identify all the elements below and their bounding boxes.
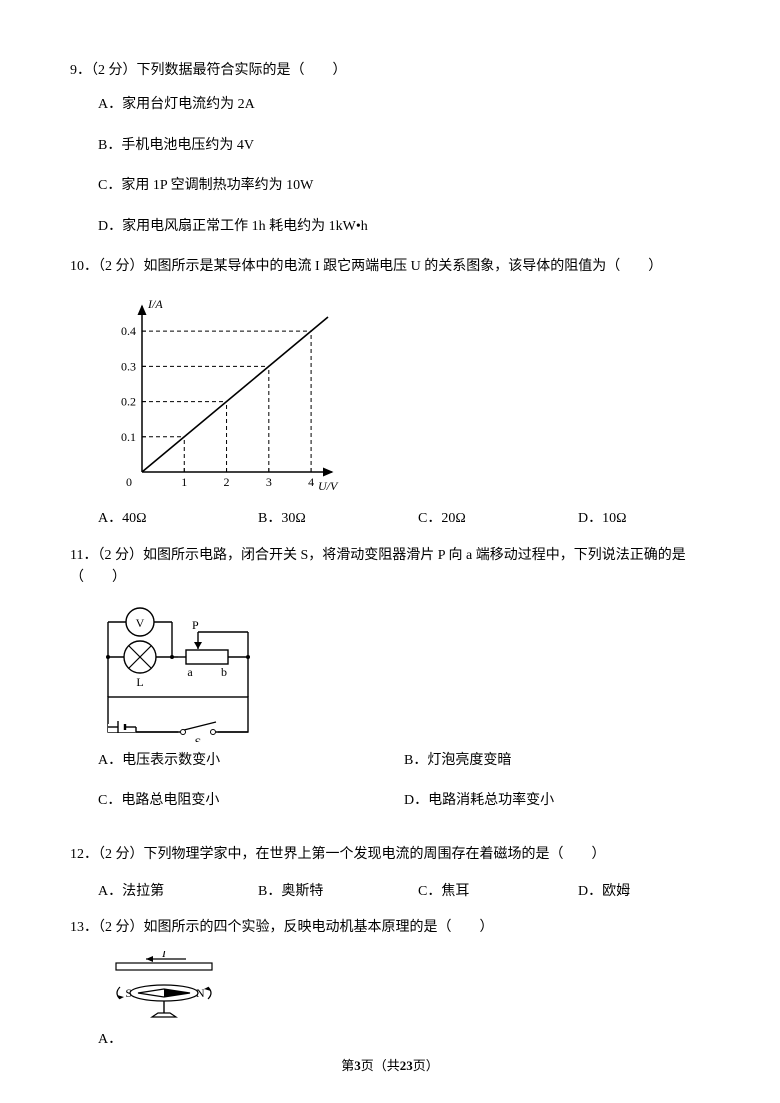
q9-opt-a: A．家用台灯电流约为 2A bbox=[98, 94, 710, 116]
svg-text:S: S bbox=[195, 735, 202, 742]
q12-opt-d: D．欧姆 bbox=[578, 881, 738, 903]
svg-text:0.1: 0.1 bbox=[121, 430, 136, 444]
svg-text:L: L bbox=[136, 675, 143, 689]
q9-opt-b: B．手机电池电压约为 4V bbox=[98, 135, 710, 157]
svg-text:2: 2 bbox=[224, 475, 230, 489]
q11-options: A．电压表示数变小 B．灯泡亮度变暗 C．电路总电阻变小 D．电路消耗总功率变小 bbox=[98, 750, 710, 831]
svg-text:V: V bbox=[136, 616, 145, 630]
question-12: 12．（2 分）下列物理学家中，在世界上第一个发现电流的周围存在着磁场的是（ ）… bbox=[70, 844, 710, 903]
svg-text:4: 4 bbox=[308, 475, 314, 489]
question-9: 9．（2 分）下列数据最符合实际的是（ ） A．家用台灯电流约为 2A B．手机… bbox=[70, 60, 710, 238]
q10-options: A．40Ω B．30Ω C．20Ω D．10Ω bbox=[98, 508, 710, 530]
svg-text:N: N bbox=[196, 986, 205, 1000]
footer-prefix: 第 bbox=[341, 1058, 354, 1073]
svg-text:0.4: 0.4 bbox=[121, 324, 136, 338]
question-13: 13．（2 分）如图所示的四个实验，反映电动机基本原理的是（ ） ISN A． bbox=[70, 917, 710, 1052]
q12-options: A．法拉第 B．奥斯特 C．焦耳 D．欧姆 bbox=[98, 881, 710, 903]
footer-suffix: 页） bbox=[413, 1058, 439, 1073]
q9-stem: 9．（2 分）下列数据最符合实际的是（ ） bbox=[70, 60, 710, 82]
q12-stem: 12．（2 分）下列物理学家中，在世界上第一个发现电流的周围存在着磁场的是（ ） bbox=[70, 844, 710, 866]
q11-stem: 11．（2 分）如图所示电路，闭合开关 S，将滑动变阻器滑片 P 向 a 端移动… bbox=[70, 545, 710, 590]
q10-opt-d: D．10Ω bbox=[578, 508, 738, 530]
q11-opt-d: D．电路消耗总功率变小 bbox=[404, 790, 710, 812]
svg-text:U/V: U/V bbox=[318, 479, 339, 493]
question-10: 10．（2 分）如图所示是某导体中的电流 I 跟它两端电压 U 的关系图象，该导… bbox=[70, 256, 710, 531]
q12-opt-b: B．奥斯特 bbox=[258, 881, 418, 903]
svg-text:3: 3 bbox=[266, 475, 272, 489]
q10-opt-a: A．40Ω bbox=[98, 508, 258, 530]
svg-text:b: b bbox=[221, 665, 227, 679]
svg-text:a: a bbox=[187, 665, 193, 679]
footer-mid: 页（共 bbox=[361, 1058, 400, 1073]
q10-opt-c: C．20Ω bbox=[418, 508, 578, 530]
q12-opt-a: A．法拉第 bbox=[98, 881, 258, 903]
svg-text:0.3: 0.3 bbox=[121, 360, 136, 374]
q9-opt-c: C．家用 1P 空调制热功率约为 10W bbox=[98, 175, 710, 197]
q10-opt-b: B．30Ω bbox=[258, 508, 418, 530]
circuit-svg: V L Pa b S bbox=[98, 602, 258, 742]
q10-graph: I/A U/V 0 1 2 3 4 0.1 0.2 0.3 0.4 bbox=[98, 290, 710, 500]
q9-opt-d: D．家用电风扇正常工作 1h 耗电约为 1kW•h bbox=[98, 216, 710, 238]
q11-opt-c: C．电路总电阻变小 bbox=[98, 790, 404, 812]
page-footer: 第3页（共23页） bbox=[0, 1056, 780, 1077]
q13-diagram: ISN bbox=[98, 951, 710, 1021]
q13-opt-a-label: A． bbox=[98, 1029, 710, 1051]
question-11: 11．（2 分）如图所示电路，闭合开关 S，将滑动变阻器滑片 P 向 a 端移动… bbox=[70, 545, 710, 831]
q10-stem: 10．（2 分）如图所示是某导体中的电流 I 跟它两端电压 U 的关系图象，该导… bbox=[70, 256, 710, 278]
svg-text:0: 0 bbox=[126, 475, 132, 489]
q11-opt-a: A．电压表示数变小 bbox=[98, 750, 404, 772]
experiment-svg: ISN bbox=[98, 951, 228, 1021]
q12-opt-c: C．焦耳 bbox=[418, 881, 578, 903]
svg-text:P: P bbox=[192, 618, 199, 632]
q11-opt-b: B．灯泡亮度变暗 bbox=[404, 750, 710, 772]
q13-stem: 13．（2 分）如图所示的四个实验，反映电动机基本原理的是（ ） bbox=[70, 917, 710, 939]
q9-options: A．家用台灯电流约为 2A B．手机电池电压约为 4V C．家用 1P 空调制热… bbox=[70, 94, 710, 238]
q11-circuit: V L Pa b S bbox=[98, 602, 710, 742]
svg-text:1: 1 bbox=[181, 475, 187, 489]
svg-text:I/A: I/A bbox=[147, 297, 163, 311]
svg-text:0.2: 0.2 bbox=[121, 395, 136, 409]
svg-text:S: S bbox=[125, 986, 132, 1000]
footer-total: 23 bbox=[400, 1058, 413, 1073]
iv-graph-svg: I/A U/V 0 1 2 3 4 0.1 0.2 0.3 0.4 bbox=[98, 290, 348, 500]
